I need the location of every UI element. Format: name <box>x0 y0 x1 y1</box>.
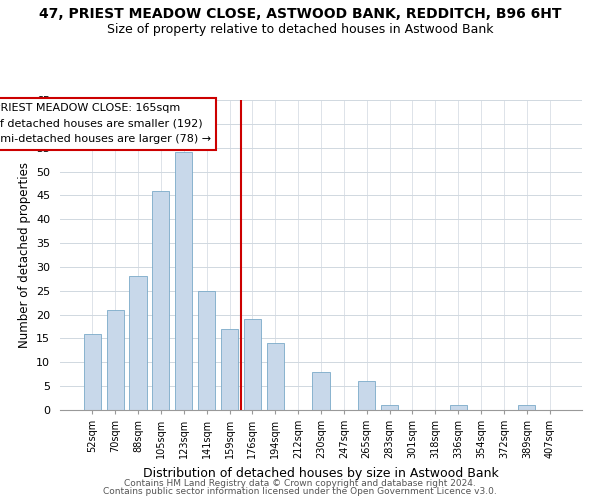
X-axis label: Distribution of detached houses by size in Astwood Bank: Distribution of detached houses by size … <box>143 466 499 479</box>
Bar <box>266 343 284 410</box>
Text: 47, PRIEST MEADOW CLOSE, ASTWOOD BANK, REDDITCH, B96 6HT: 47, PRIEST MEADOW CLOSE, ASTWOOD BANK, R… <box>39 8 561 22</box>
Bar <box>175 152 193 410</box>
Bar <box>107 310 124 410</box>
Bar <box>130 276 146 410</box>
Bar <box>221 329 238 410</box>
Text: Contains public sector information licensed under the Open Government Licence v3: Contains public sector information licen… <box>103 487 497 496</box>
Bar <box>84 334 101 410</box>
Bar <box>449 405 467 410</box>
Bar <box>152 190 169 410</box>
Text: Contains HM Land Registry data © Crown copyright and database right 2024.: Contains HM Land Registry data © Crown c… <box>124 478 476 488</box>
Text: 47 PRIEST MEADOW CLOSE: 165sqm
← 71% of detached houses are smaller (192)
29% of: 47 PRIEST MEADOW CLOSE: 165sqm ← 71% of … <box>0 103 211 144</box>
Bar <box>381 405 398 410</box>
Bar <box>358 382 376 410</box>
Bar <box>313 372 329 410</box>
Bar <box>198 291 215 410</box>
Bar <box>518 405 535 410</box>
Bar <box>244 320 261 410</box>
Y-axis label: Number of detached properties: Number of detached properties <box>17 162 31 348</box>
Text: Size of property relative to detached houses in Astwood Bank: Size of property relative to detached ho… <box>107 22 493 36</box>
